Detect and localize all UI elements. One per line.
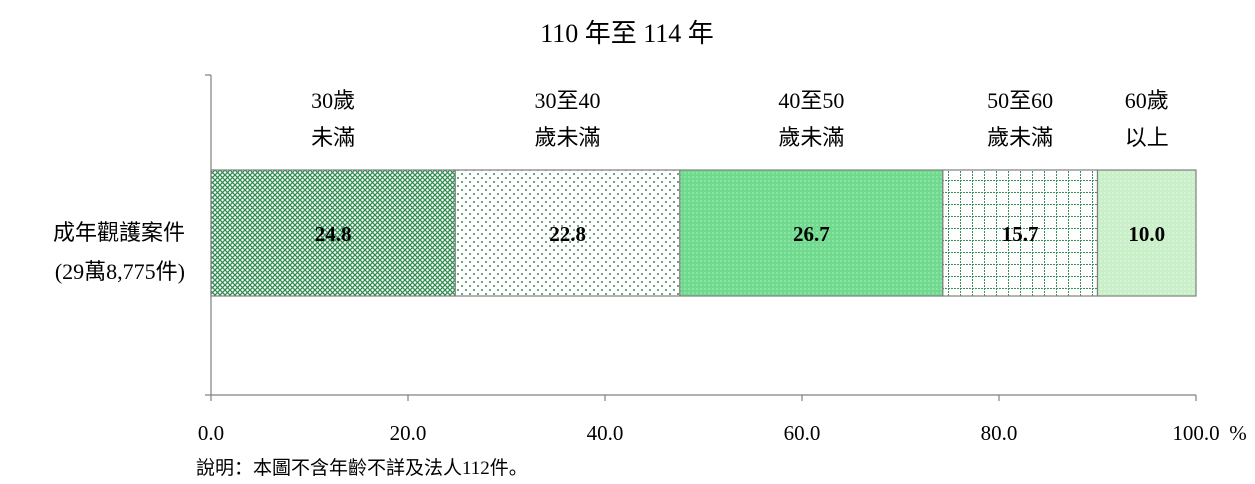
x-tick-label-1: 20.0 [390,421,427,445]
bar-segment-4 [942,169,1099,297]
x-axis-ticks: 0.0 20.0 40.0 60.0 80.0 100.0 [198,395,1220,445]
legend-label-4-line1: 50至60 [987,88,1053,113]
data-label-4: 15.7 [1002,222,1039,246]
x-tick-label-2: 40.0 [587,421,624,445]
category-label-line2: (29萬8,775件) [55,259,185,284]
footnote: 說明：本圖不含年齡不詳及法人112件。 [196,457,528,479]
legend-label-5-line2: 以上 [1125,125,1169,150]
data-label-3: 26.7 [793,222,830,246]
data-label-5: 10.0 [1128,222,1165,246]
bar-stack: 24.8 22.8 26.7 15.7 10.0 [210,169,1197,297]
legend-label-2-line1: 30至40 [535,88,601,113]
data-label-2: 22.8 [549,222,586,246]
bar-segment-1 [210,169,456,297]
x-axis-unit: % [1229,421,1247,445]
x-tick-label-5: 100.0 [1172,421,1219,445]
legend-label-5-line1: 60歲 [1125,88,1169,113]
chart-title: 110 年至 114 年 [540,19,714,48]
x-tick-label-0: 0.0 [198,421,224,445]
legend-label-1-line1: 30歲 [311,88,355,113]
data-label-1: 24.8 [315,222,352,246]
bar-segment-2 [454,169,681,297]
legend-label-4-line2: 歲未滿 [987,125,1053,150]
legend-label-3-line2: 歲未滿 [778,125,844,150]
x-tick-label-3: 60.0 [784,421,821,445]
bar-segment-3 [679,169,944,297]
x-tick-label-4: 80.0 [981,421,1018,445]
legend-label-1-line2: 未滿 [311,125,355,150]
legend-label-2-line2: 歲未滿 [535,125,601,150]
category-label-line1: 成年觀護案件 [53,220,185,245]
legend-label-3-line1: 40至50 [778,88,844,113]
bar-segment-5 [1096,169,1197,297]
